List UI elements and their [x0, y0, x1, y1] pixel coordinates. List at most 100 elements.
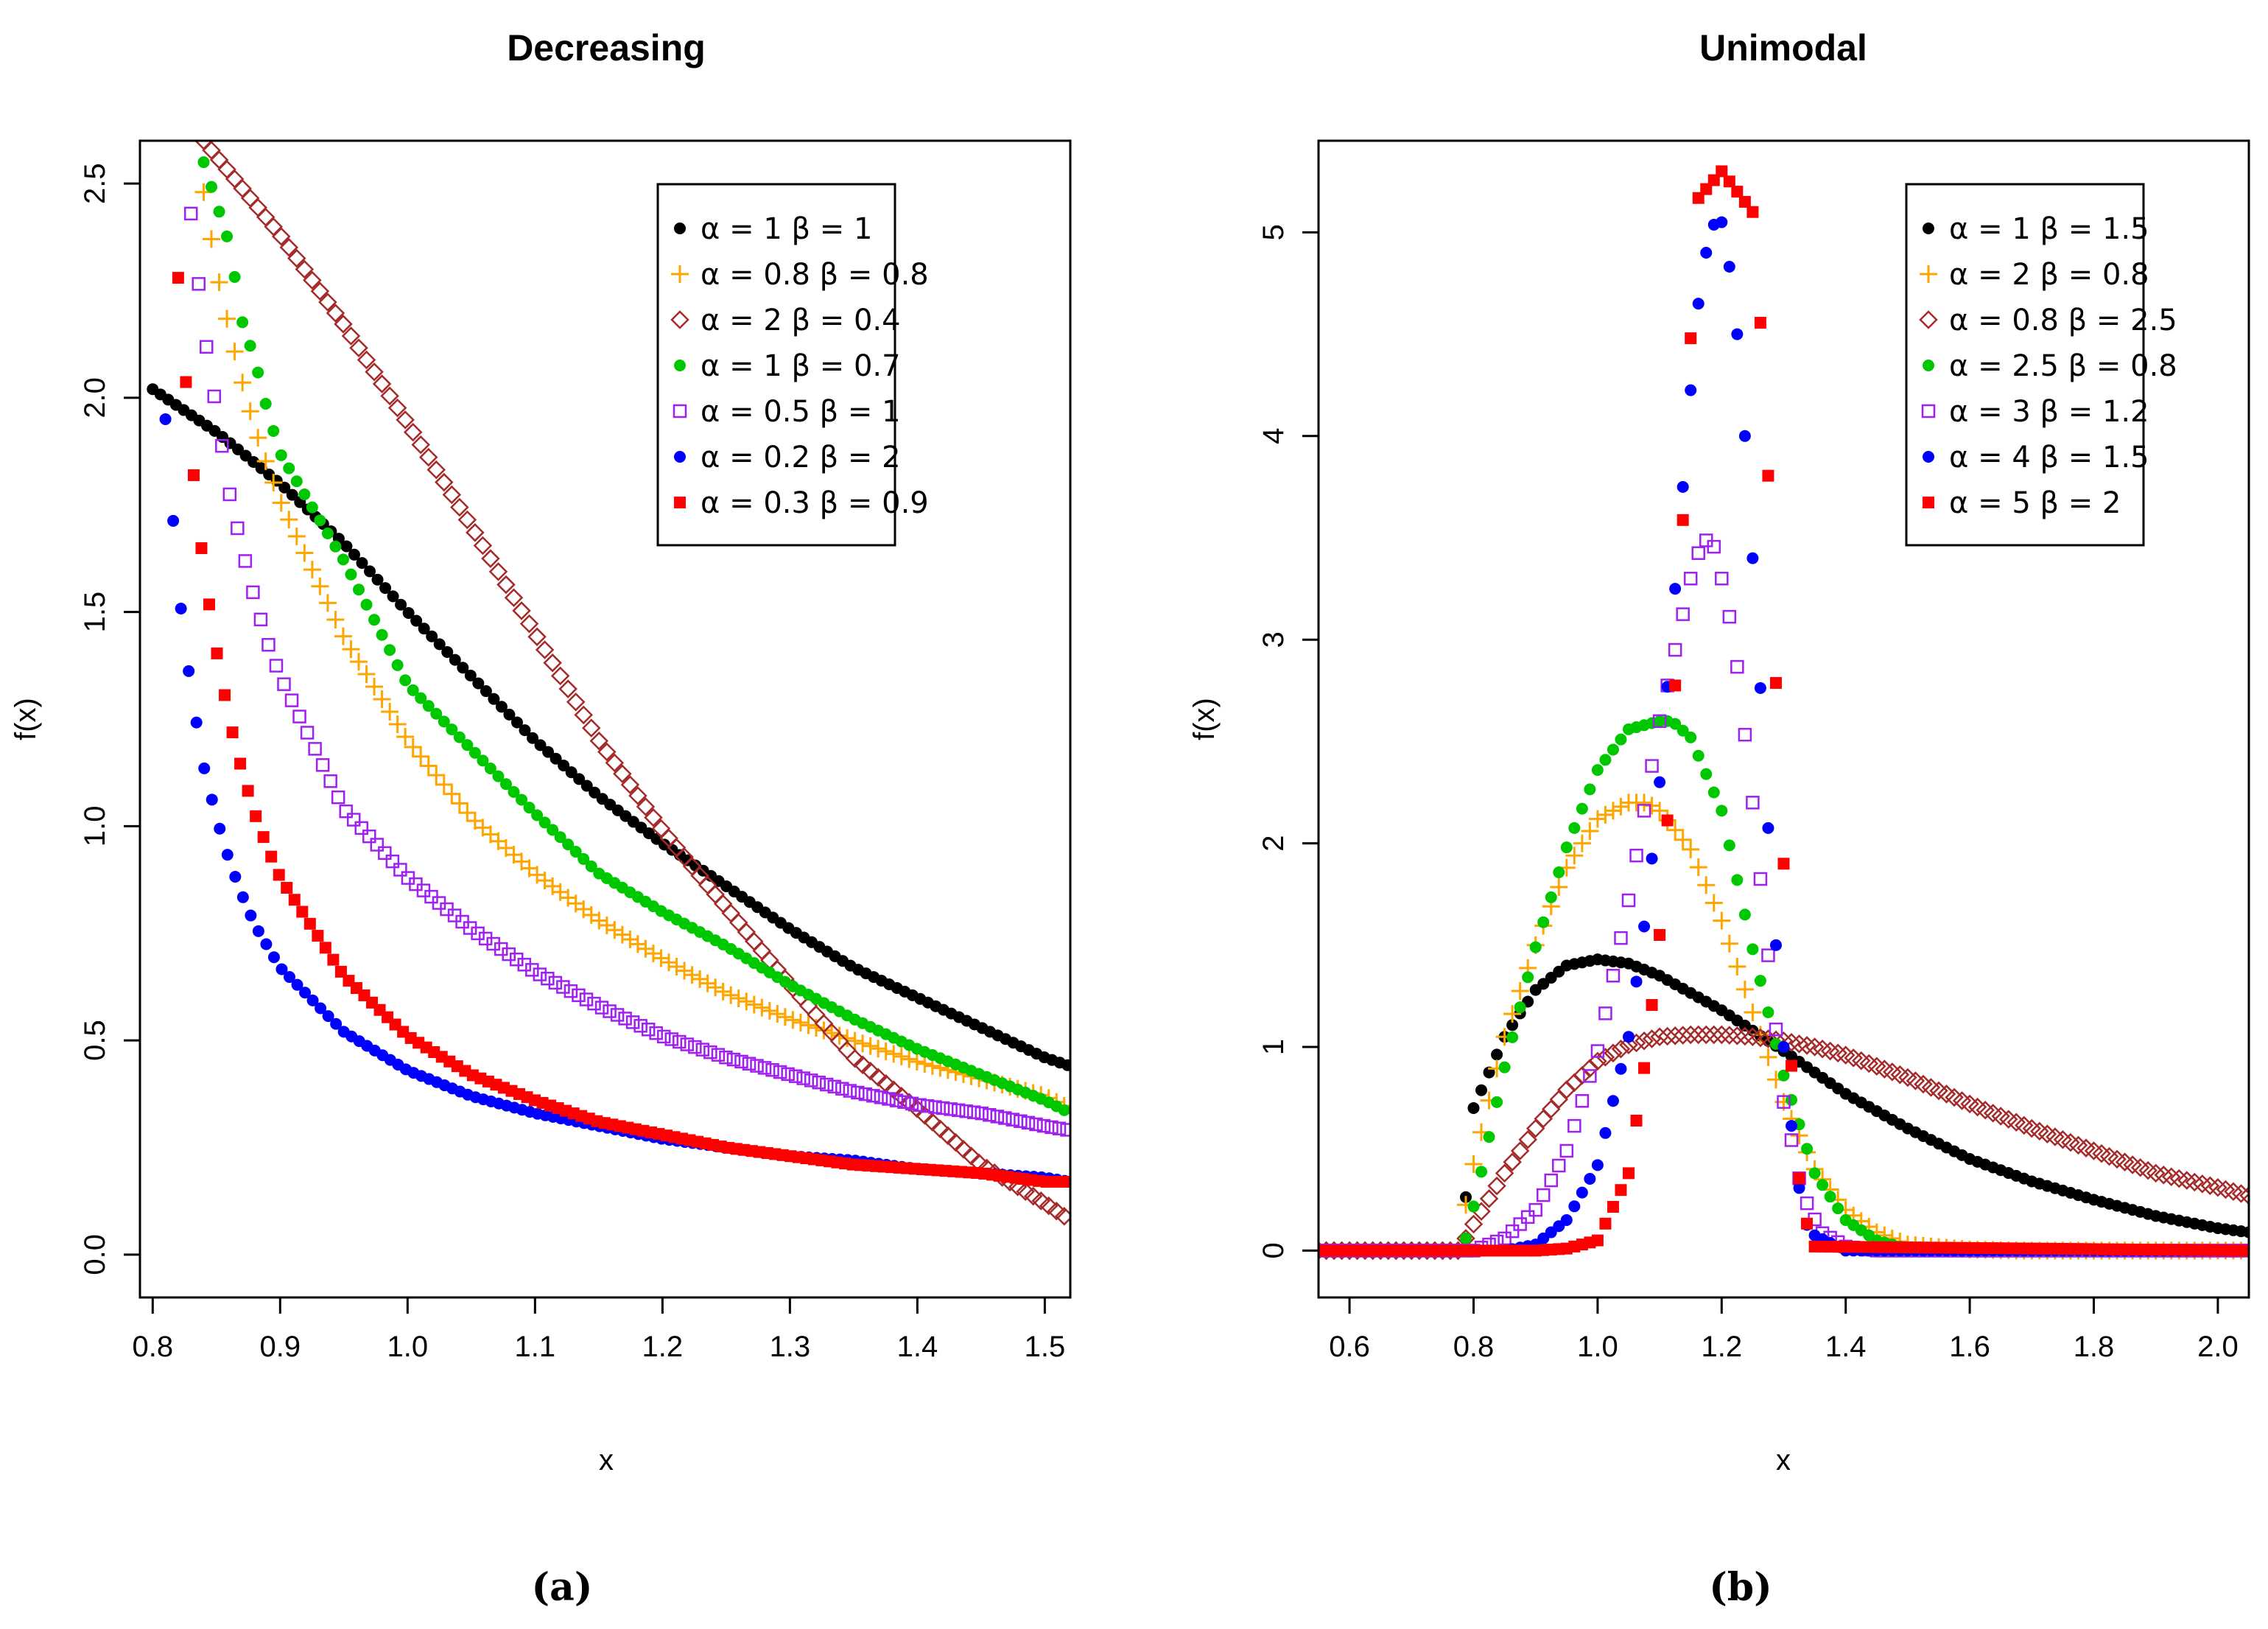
data-point: [278, 481, 291, 494]
data-point: [565, 766, 577, 779]
panel-a-frame: [138, 139, 1072, 1299]
data-point: [1650, 1027, 1669, 1046]
data-point: [1727, 1026, 1747, 1045]
data-point: [441, 645, 454, 658]
data-point: [261, 637, 275, 652]
data-point: [252, 925, 264, 937]
data-point: [329, 540, 342, 553]
data-point: [340, 540, 353, 553]
data-point: [435, 472, 454, 492]
data-point: [1506, 1031, 1519, 1043]
data-point: [380, 386, 399, 406]
data-point: [1534, 1109, 1553, 1129]
data-point: [823, 1024, 841, 1043]
data-point: [253, 612, 268, 627]
data-point: [1537, 916, 1550, 928]
data-point: [1459, 1232, 1472, 1244]
legend-label: α = 2 β = 0.4: [701, 304, 901, 337]
data-point: [2161, 1167, 2181, 1186]
data-point: [402, 606, 415, 619]
data-point: [411, 435, 430, 455]
data-point: [527, 732, 539, 744]
data-point: [1723, 839, 1735, 852]
data-point: [1629, 848, 1643, 863]
data-point: [916, 1054, 934, 1073]
panel-b: Unimodal 0.6 0.8 1.0 1.2 1.4 1.6 1.8 2.0 0 1 2 3 4 5…: [1188, 27, 2250, 1610]
data-point: [2193, 1174, 2212, 1194]
data-point: [1746, 796, 1760, 810]
data-point: [579, 992, 594, 1006]
legend-marker: [1923, 223, 1934, 234]
legend-marker: [674, 223, 686, 234]
legend-label: α = 2 β = 0.8: [1949, 258, 2149, 292]
data-point: [1544, 1173, 1558, 1188]
data-point: [781, 1067, 795, 1082]
data-point: [1754, 682, 1766, 694]
data-point: [1036, 1118, 1051, 1133]
y-tick-label: 5: [1257, 224, 1290, 240]
data-point: [206, 181, 218, 193]
data-point: [330, 1017, 343, 1030]
data-point: [260, 938, 273, 950]
data-point: [1665, 1026, 1685, 1045]
data-point: [1762, 821, 1774, 834]
data-point: [315, 758, 330, 772]
data-point: [641, 1023, 656, 1037]
data-point: [1464, 1214, 1484, 1234]
data-point: [219, 689, 231, 701]
data-point: [580, 780, 593, 792]
legend-label: α = 0.3 β = 0.9: [701, 486, 929, 520]
legend-marker: [674, 360, 686, 371]
data-point: [1464, 1155, 1483, 1173]
legend-marker: [1923, 360, 1934, 371]
data-point: [1786, 1120, 1798, 1132]
data-point: [585, 860, 597, 872]
data-point: [1704, 1025, 1724, 1045]
data-point: [385, 854, 400, 869]
data-point: [457, 510, 477, 530]
data-point: [1047, 1201, 1067, 1221]
data-point: [1716, 216, 1728, 228]
data-point: [218, 309, 236, 328]
data-point: [264, 217, 283, 237]
data-point: [1612, 797, 1630, 816]
panel-a-legend-box: [656, 183, 896, 547]
data-point: [860, 1061, 880, 1081]
data-point: [399, 674, 412, 687]
data-point: [159, 413, 172, 425]
data-point: [628, 786, 647, 805]
data-point: [760, 1001, 779, 1020]
panel-a-label: (a): [532, 1565, 593, 1610]
y-tick-label: 0.0: [79, 1234, 111, 1275]
data-point: [306, 501, 318, 514]
data-point: [597, 742, 617, 762]
panel-b-x-axis: 0.6 0.8 1.0 1.2 1.4 1.6 1.8 2.0: [1329, 1297, 2239, 1363]
data-point: [287, 248, 306, 268]
data-point: [688, 1040, 702, 1054]
data-point: [1565, 847, 1584, 865]
data-point: [419, 757, 438, 775]
data-point: [1743, 1027, 1763, 1046]
data-point: [1498, 1061, 1511, 1073]
data-point: [1813, 1040, 1832, 1059]
data-point: [1491, 1048, 1503, 1061]
data-point: [418, 447, 438, 467]
x-tick-label: 1.3: [770, 1331, 811, 1363]
data-point: [1487, 1176, 1506, 1196]
data-point: [726, 1052, 741, 1067]
data-point: [636, 797, 656, 816]
y-tick-label: 1.5: [79, 592, 111, 633]
legend-label: α = 0.8 β = 2.5: [1949, 304, 2177, 337]
data-point: [365, 362, 384, 382]
data-point: [683, 966, 701, 984]
data-point: [225, 169, 245, 189]
panel-b-y-label: f(x): [1188, 698, 1221, 740]
data-point: [1730, 659, 1744, 674]
data-point: [1536, 1188, 1551, 1202]
data-point: [2115, 1152, 2135, 1171]
data-point: [1685, 332, 1697, 345]
data-point: [550, 666, 570, 686]
data-point: [1514, 1001, 1526, 1014]
data-point: [1789, 1034, 1809, 1054]
data-point: [2068, 1135, 2088, 1155]
